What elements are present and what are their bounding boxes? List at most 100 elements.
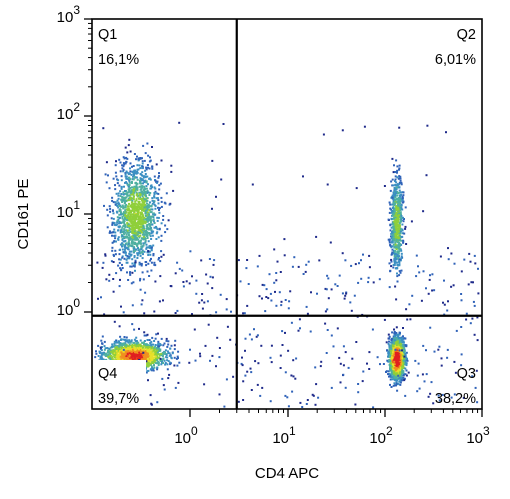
event-dot — [153, 222, 156, 224]
event-dot — [128, 180, 131, 182]
event-dot — [152, 230, 155, 233]
event-dot — [151, 336, 154, 339]
event-dot — [393, 360, 396, 363]
event-dot — [137, 220, 140, 223]
event-dot — [117, 358, 120, 361]
event-dot — [127, 188, 130, 191]
event-dot — [123, 206, 126, 209]
event-dot — [100, 347, 102, 350]
event-dot — [121, 358, 124, 361]
event-dot — [130, 352, 133, 355]
event-dot — [398, 380, 401, 383]
event-dot — [399, 243, 402, 246]
event-dot — [132, 353, 135, 356]
event-dot — [393, 212, 396, 215]
event-dot — [395, 267, 398, 270]
event-dot — [131, 215, 134, 218]
event-dot — [141, 223, 144, 226]
event-dot — [147, 203, 150, 206]
event-dot — [113, 240, 116, 243]
event-dot — [149, 244, 152, 247]
event-dot — [157, 343, 160, 345]
event-dot — [402, 335, 404, 338]
event-dot — [152, 349, 155, 352]
event-dot — [121, 256, 124, 259]
event-dot — [151, 146, 153, 148]
event-dot — [133, 232, 136, 235]
event-dot — [397, 257, 400, 260]
event-dot — [95, 352, 98, 355]
event-dot — [126, 171, 129, 174]
event-dot — [397, 361, 400, 364]
event-dot — [134, 348, 137, 351]
event-dot — [169, 347, 172, 350]
event-dot — [121, 221, 123, 224]
event-dot — [111, 241, 114, 244]
event-dot — [120, 175, 123, 178]
event-dot — [111, 223, 114, 226]
event-dot — [138, 263, 141, 266]
event-dot — [142, 353, 145, 356]
event-dot — [400, 193, 403, 196]
event-dot — [139, 167, 142, 170]
event-dot — [392, 349, 395, 352]
event-dot — [125, 347, 128, 350]
event-dot — [145, 264, 148, 267]
event-dot — [389, 374, 392, 377]
event-dot — [123, 236, 126, 238]
event-dot — [399, 248, 402, 251]
event-dot — [392, 367, 395, 370]
event-dot — [134, 357, 136, 360]
event-dot — [401, 201, 404, 204]
event-dot — [117, 201, 120, 204]
event-dot — [140, 239, 142, 242]
event-dot — [133, 153, 136, 155]
event-dot — [397, 243, 400, 246]
event-dot — [398, 354, 401, 357]
event-dot — [151, 356, 154, 359]
event-dot — [139, 194, 141, 197]
event-dot — [149, 259, 152, 262]
event-dot — [146, 204, 149, 207]
event-dot — [135, 205, 138, 208]
event-dot — [145, 187, 148, 190]
event-dot — [396, 211, 399, 214]
event-dot — [153, 193, 156, 196]
event-dot — [134, 200, 137, 203]
event-dot — [395, 344, 398, 347]
event-dot — [143, 175, 146, 178]
event-dot — [396, 233, 399, 236]
event-dot — [116, 202, 118, 205]
event-dot — [394, 239, 396, 242]
event-dot — [161, 355, 164, 357]
event-dot — [396, 352, 399, 355]
event-dot — [150, 229, 153, 232]
event-dot — [401, 197, 404, 200]
event-dot — [136, 347, 139, 349]
event-dot — [450, 396, 453, 399]
event-dot — [132, 178, 135, 181]
event-dot — [401, 344, 404, 347]
event-dot — [150, 365, 153, 368]
event-dot — [129, 271, 131, 274]
event-dot — [154, 179, 157, 182]
event-dot — [391, 157, 394, 160]
event-dot — [144, 194, 147, 197]
event-dot — [400, 191, 402, 194]
event-dot — [392, 184, 395, 187]
event-dot — [128, 239, 131, 242]
event-dot — [131, 165, 133, 168]
event-dot — [131, 213, 134, 216]
event-dot — [142, 144, 145, 147]
event-dot — [144, 233, 147, 236]
event-dot — [149, 218, 152, 221]
event-dot — [130, 355, 133, 358]
event-dot — [396, 340, 399, 343]
event-dot — [122, 170, 125, 173]
event-dot — [135, 248, 137, 251]
event-dot — [119, 243, 122, 246]
event-dot — [391, 233, 394, 236]
event-dot — [125, 351, 128, 354]
event-dot — [113, 354, 116, 357]
